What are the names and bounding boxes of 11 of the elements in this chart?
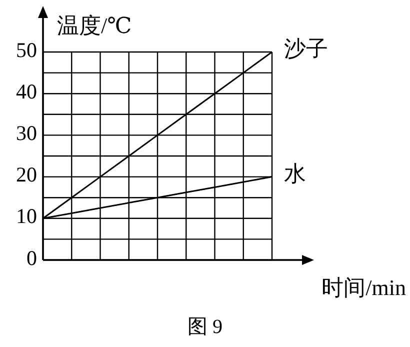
xlabel: 时间/min [322, 275, 406, 300]
ytick: 0 [26, 246, 37, 270]
ytick: 50 [16, 38, 37, 62]
series-label: 水 [284, 162, 306, 187]
annotation: 图 9 [188, 316, 222, 338]
ylabel: 温度/℃ [57, 13, 132, 38]
ytick: 30 [16, 121, 37, 145]
ytick: 20 [16, 162, 37, 187]
series-label: 沙子 [284, 37, 328, 62]
ytick: 40 [16, 79, 37, 104]
ytick: 10 [16, 204, 37, 228]
